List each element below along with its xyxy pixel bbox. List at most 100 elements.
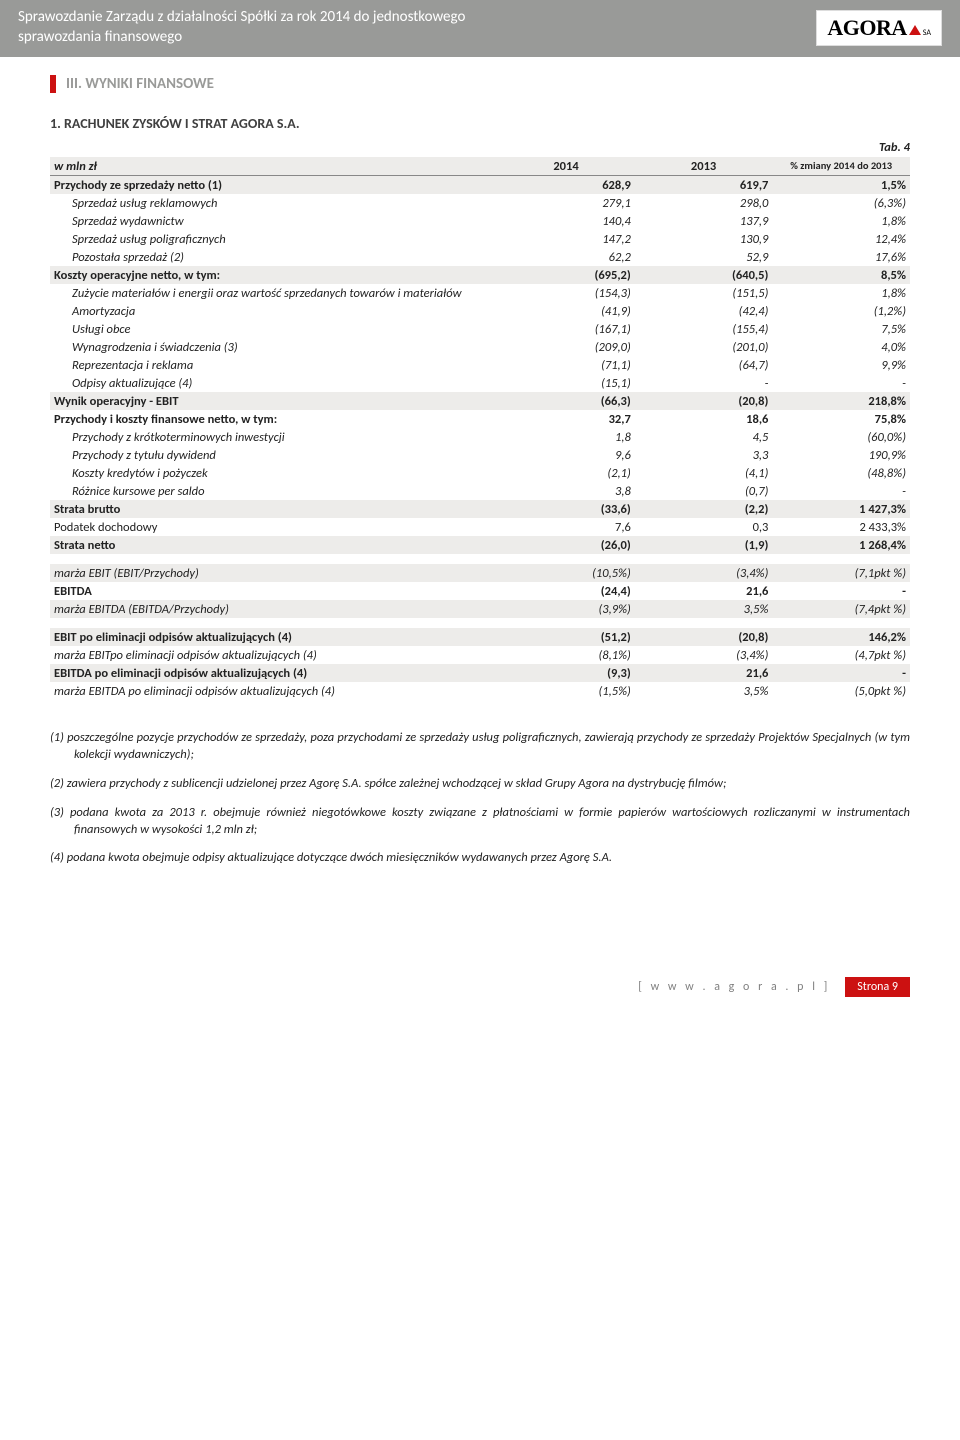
row-label: marża EBITpo eliminacji odpisów aktualiz… [50, 646, 497, 664]
table-row: Przychody z tytułu dywidend9,63,3190,9% [50, 446, 910, 464]
table-row: Sprzedaż wydawnictw140,4137,91,8% [50, 212, 910, 230]
row-label: Zużycie materiałów i energii oraz wartoś… [50, 284, 497, 302]
row-value: (155,4) [635, 320, 773, 338]
section-heading: III. WYNIKI FINANSOWE [50, 75, 910, 93]
row-pct: 9,9% [772, 356, 910, 374]
document-header: Sprawozdanie Zarządu z działalności Spół… [0, 0, 960, 57]
row-value: (64,7) [635, 356, 773, 374]
row-label: Usługi obce [50, 320, 497, 338]
row-value: (10,5%) [497, 564, 635, 582]
logo-triangle-icon [909, 25, 921, 35]
row-value: (3,4%) [635, 564, 773, 582]
table-row: marża EBITDA (EBITDA/Przychody)(3,9%)3,5… [50, 600, 910, 618]
row-value: (154,3) [497, 284, 635, 302]
table-row: Strata netto(26,0)(1,9)1 268,4% [50, 536, 910, 554]
row-value: (42,4) [635, 302, 773, 320]
row-value: (26,0) [497, 536, 635, 554]
row-value: (167,1) [497, 320, 635, 338]
table-row: marża EBITpo eliminacji odpisów aktualiz… [50, 646, 910, 664]
row-value: 21,6 [635, 664, 773, 682]
row-value: (209,0) [497, 338, 635, 356]
col-header-label: w mln zł [50, 157, 497, 176]
row-pct: (4,7pkt %) [772, 646, 910, 664]
row-value: - [635, 374, 773, 392]
row-label: EBITDA po eliminacji odpisów aktualizują… [50, 664, 497, 682]
table-label: Tab. 4 [50, 140, 910, 155]
row-value: 147,2 [497, 230, 635, 248]
row-pct: 12,4% [772, 230, 910, 248]
row-value: (71,1) [497, 356, 635, 374]
footnote-item: (4) podana kwota obejmuje odpisy aktuali… [50, 850, 910, 867]
row-value: (41,9) [497, 302, 635, 320]
row-label: Sprzedaż usług poligraficznych [50, 230, 497, 248]
row-pct: 17,6% [772, 248, 910, 266]
table-row: EBIT po eliminacji odpisów aktualizujący… [50, 628, 910, 646]
row-value: 3,5% [635, 682, 773, 700]
row-value: (1,9) [635, 536, 773, 554]
table-row: Reprezentacja i reklama(71,1)(64,7)9,9% [50, 356, 910, 374]
row-pct: 146,2% [772, 628, 910, 646]
table-row: Zużycie materiałów i energii oraz wartoś… [50, 284, 910, 302]
table-row: Koszty operacyjne netto, w tym:(695,2)(6… [50, 266, 910, 284]
row-pct: 75,8% [772, 410, 910, 428]
row-label: marża EBITDA (EBITDA/Przychody) [50, 600, 497, 618]
row-value: (695,2) [497, 266, 635, 284]
table-row: Pozostała sprzedaż (2)62,252,917,6% [50, 248, 910, 266]
row-value: (3,4%) [635, 646, 773, 664]
row-pct: (5,0pkt %) [772, 682, 910, 700]
row-value: (3,9%) [497, 600, 635, 618]
row-label: Przychody ze sprzedaży netto (1) [50, 176, 497, 195]
row-value: (24,4) [497, 582, 635, 600]
footnote-item: (1) poszczególne pozycje przychodów ze s… [50, 730, 910, 764]
table-row: Sprzedaż usług reklamowych279,1298,0(6,3… [50, 194, 910, 212]
row-pct: (7,4pkt %) [772, 600, 910, 618]
row-value: 3,8 [497, 482, 635, 500]
row-pct: 190,9% [772, 446, 910, 464]
row-value: 3,3 [635, 446, 773, 464]
row-value: (1,5%) [497, 682, 635, 700]
row-pct: - [772, 482, 910, 500]
row-value: 298,0 [635, 194, 773, 212]
table-row: marża EBIT (EBIT/Przychody)(10,5%)(3,4%)… [50, 564, 910, 582]
row-pct: (1,2%) [772, 302, 910, 320]
table-row: Sprzedaż usług poligraficznych147,2130,9… [50, 230, 910, 248]
row-label: Wynagrodzenia i świadczenia (3) [50, 338, 497, 356]
row-pct: - [772, 374, 910, 392]
row-label: EBITDA [50, 582, 497, 600]
table-row: Przychody ze sprzedaży netto (1)628,9619… [50, 176, 910, 195]
table-row: marża EBITDA po eliminacji odpisów aktua… [50, 682, 910, 700]
row-pct: 1 427,3% [772, 500, 910, 518]
row-label: Strata netto [50, 536, 497, 554]
table-row: Przychody i koszty finansowe netto, w ty… [50, 410, 910, 428]
row-value: (201,0) [635, 338, 773, 356]
footnotes: (1) poszczególne pozycje przychodów ze s… [50, 730, 910, 867]
row-label: Pozostała sprzedaż (2) [50, 248, 497, 266]
row-pct: 1,8% [772, 212, 910, 230]
row-label: Sprzedaż wydawnictw [50, 212, 497, 230]
row-value: (33,6) [497, 500, 635, 518]
col-header-2014: 2014 [497, 157, 635, 176]
col-header-pct: % zmiany 2014 do 2013 [772, 157, 910, 176]
row-value: 21,6 [635, 582, 773, 600]
row-label: Podatek dochodowy [50, 518, 497, 536]
row-value: (20,8) [635, 628, 773, 646]
row-pct: 218,8% [772, 392, 910, 410]
row-value: (8,1%) [497, 646, 635, 664]
row-label: Przychody z krótkoterminowych inwestycji [50, 428, 497, 446]
table-row: Podatek dochodowy7,60,32 433,3% [50, 518, 910, 536]
row-value: (151,5) [635, 284, 773, 302]
row-pct: (48,8%) [772, 464, 910, 482]
footnote-item: (3) podana kwota za 2013 r. obejmuje rów… [50, 805, 910, 839]
row-value: 52,9 [635, 248, 773, 266]
row-value: 62,2 [497, 248, 635, 266]
row-label: Koszty operacyjne netto, w tym: [50, 266, 497, 284]
row-label: Wynik operacyjny - EBIT [50, 392, 497, 410]
row-value: 130,9 [635, 230, 773, 248]
table-row: Usługi obce(167,1)(155,4)7,5% [50, 320, 910, 338]
row-value: (4,1) [635, 464, 773, 482]
footer-page-number: Strona 9 [845, 977, 910, 997]
row-value: 619,7 [635, 176, 773, 195]
row-value: (2,1) [497, 464, 635, 482]
footer-link: [ w w w . a g o r a . p l ] [638, 980, 830, 994]
row-value: (15,1) [497, 374, 635, 392]
